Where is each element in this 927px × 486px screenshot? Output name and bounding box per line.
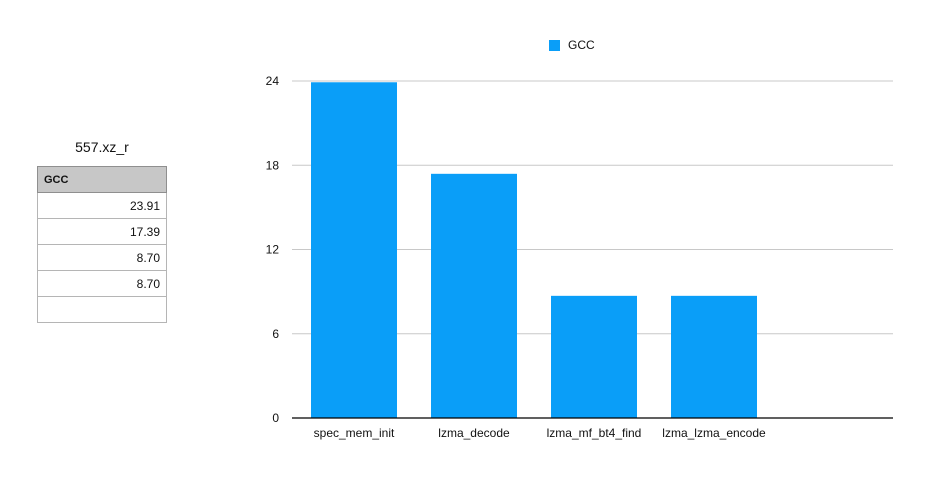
bar <box>431 173 517 418</box>
y-tick-label: 18 <box>266 158 280 172</box>
bar <box>551 295 637 418</box>
x-tick-label: lzma_lzma_encode <box>662 426 766 440</box>
table-cell: 23.91 <box>37 192 167 219</box>
chart-legend: GCC <box>549 38 595 52</box>
y-tick-label: 0 <box>272 411 279 425</box>
legend-label: GCC <box>568 38 595 52</box>
x-tick-label: spec_mem_init <box>314 426 395 440</box>
legend-swatch <box>549 39 560 51</box>
x-tick-label: lzma_mf_bt4_find <box>547 426 642 440</box>
table-cell: 8.70 <box>37 244 167 271</box>
bar <box>311 82 397 419</box>
y-tick-label: 12 <box>266 243 280 257</box>
y-tick-label: 24 <box>266 74 280 88</box>
y-tick-label: 6 <box>272 327 279 341</box>
table-row: 23.91 <box>37 192 167 219</box>
table-row <box>37 296 167 323</box>
data-table: GCC 23.91 17.39 8.70 8.70 <box>37 166 167 323</box>
table-cell <box>37 296 167 323</box>
x-tick-label: lzma_decode <box>438 426 510 440</box>
table-title: 557.xz_r <box>75 139 129 155</box>
bar <box>671 295 757 418</box>
table-row: 8.70 <box>37 244 167 271</box>
